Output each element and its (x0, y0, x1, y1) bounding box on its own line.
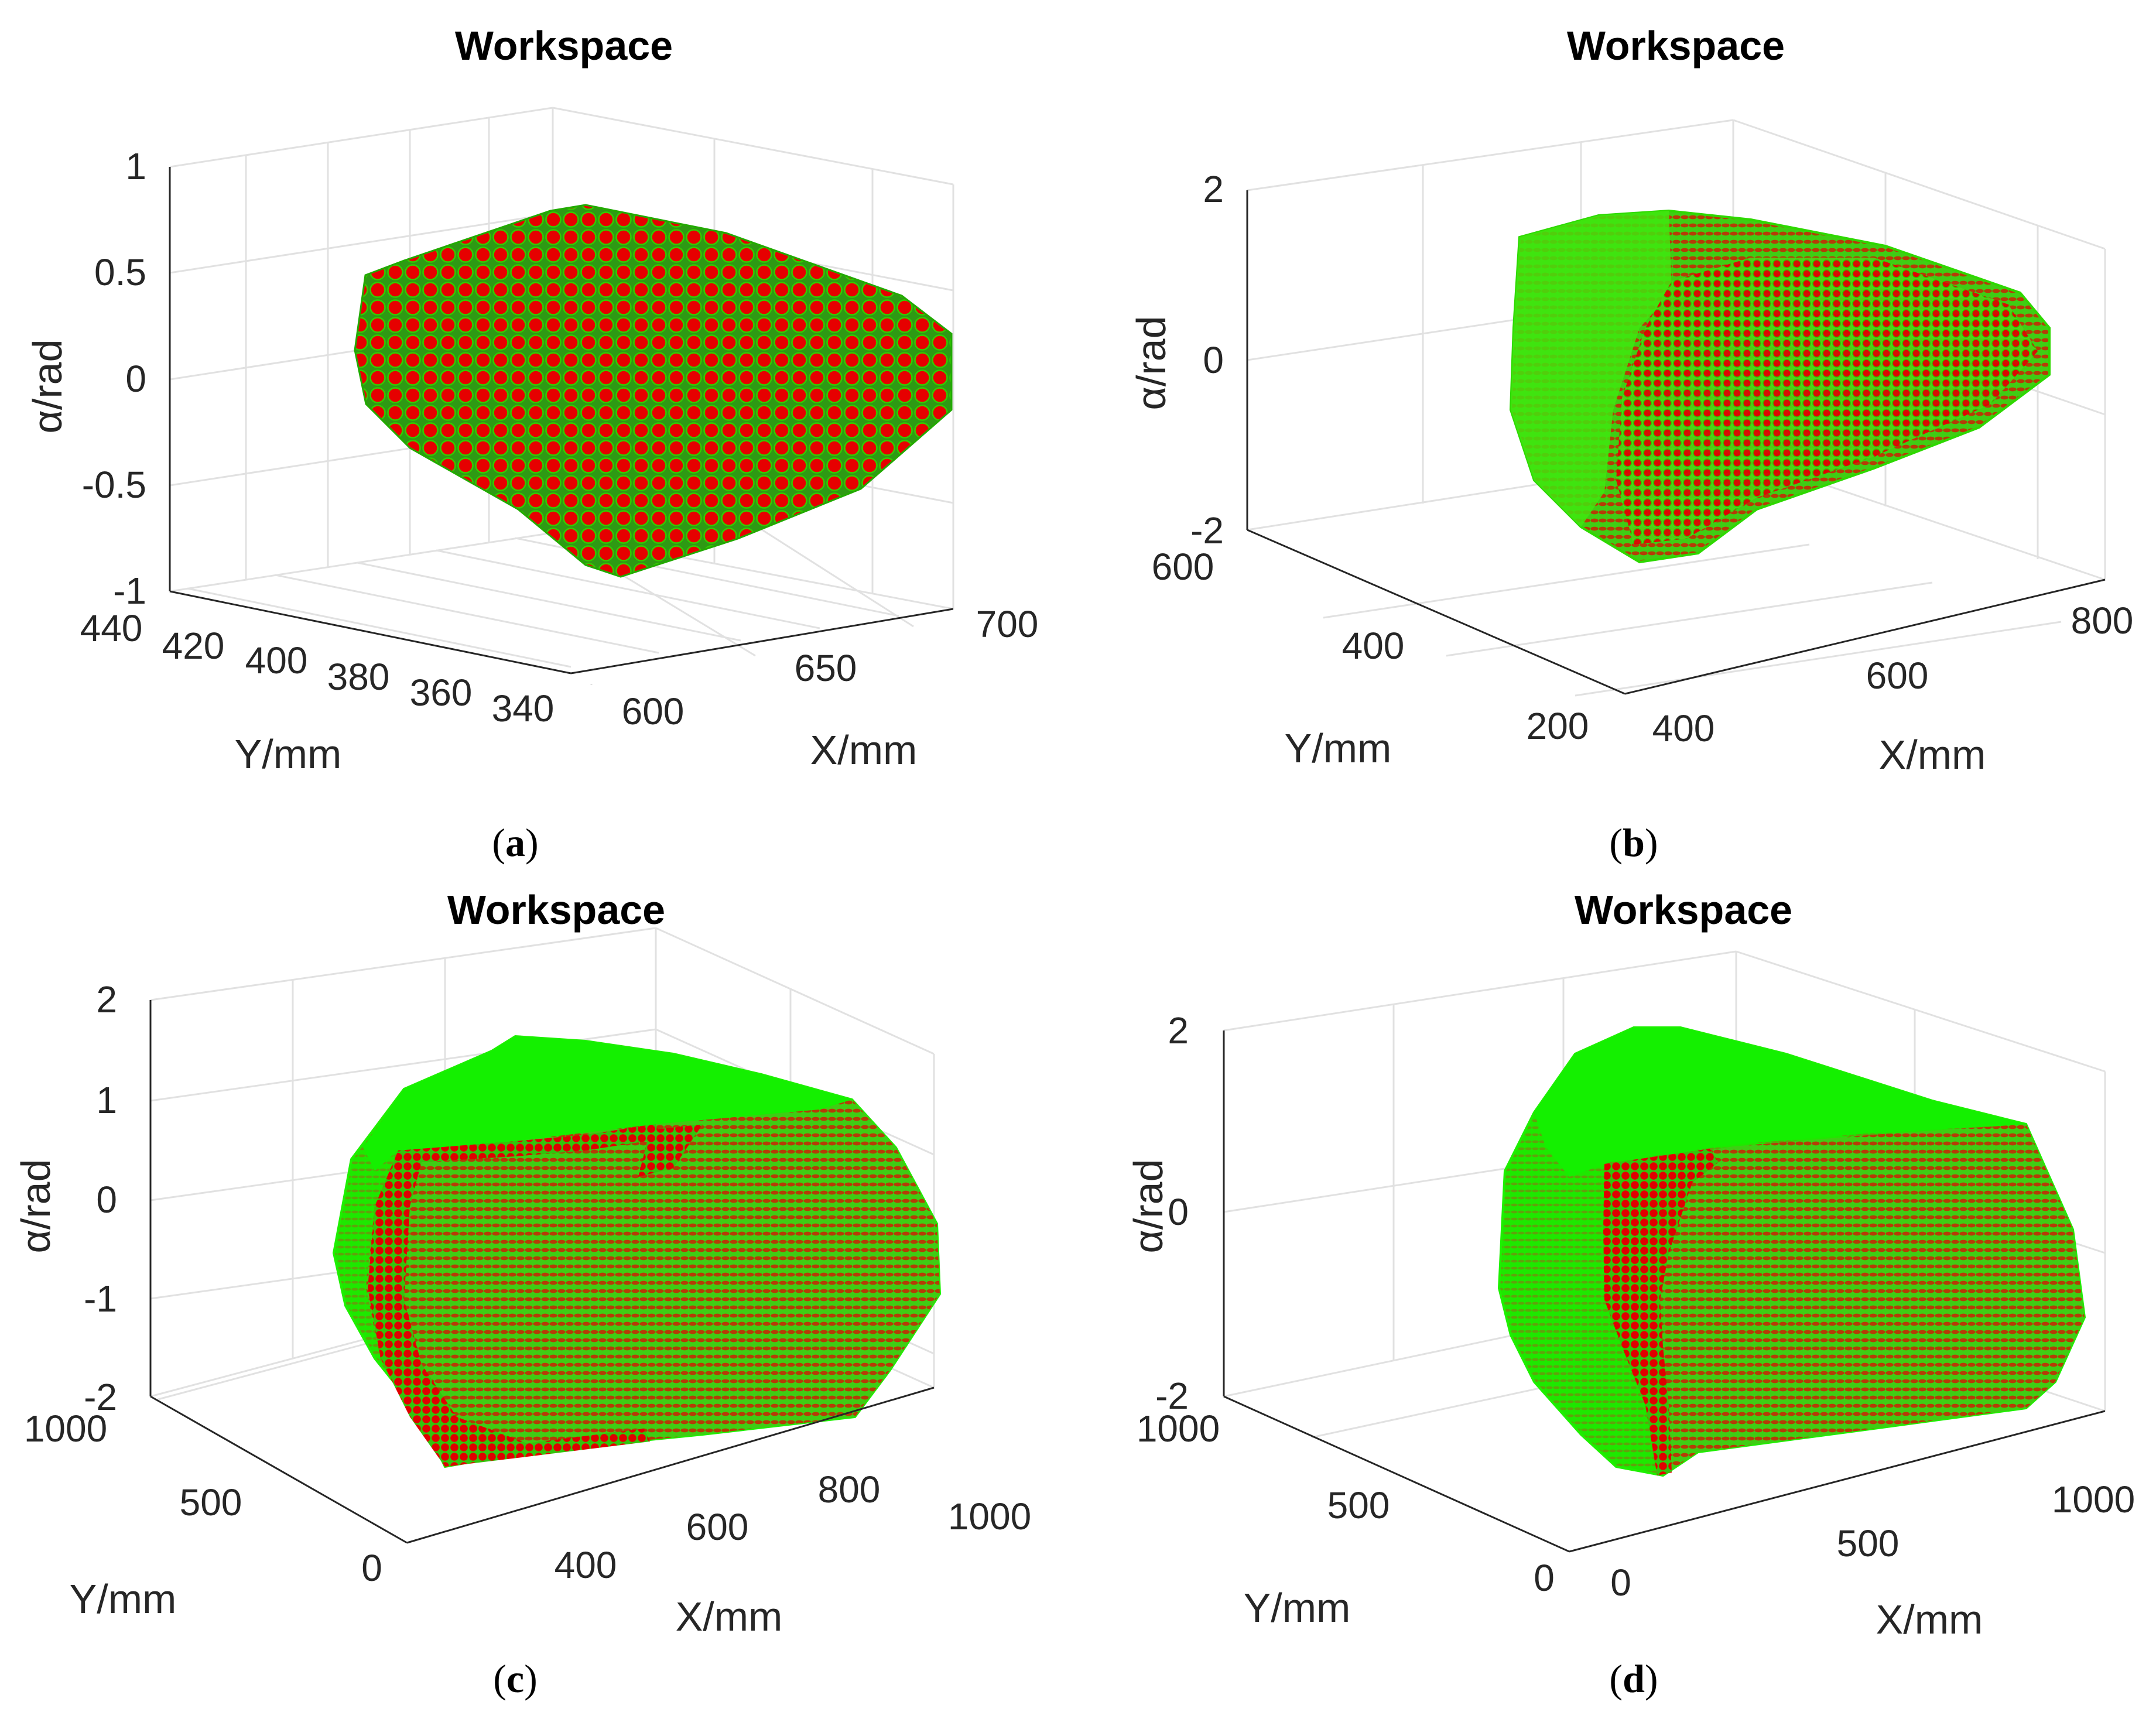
chart-b-z-tick: 2 (1203, 168, 1224, 210)
chart-c-top-cap (363, 1036, 852, 1171)
chart-c-z-tick: -2 (84, 1376, 117, 1418)
chart-d-ylabel: Y/mm (1244, 1585, 1351, 1631)
chart-c-z-tick: 1 (96, 1079, 117, 1121)
chart-d-red-band (1603, 1149, 1719, 1475)
chart-b-z-tick: -2 (1190, 509, 1224, 552)
chart-d-z-tick: -2 (1155, 1375, 1189, 1417)
chart-b-x-tick: 800 (2071, 600, 2134, 642)
chart-a-z-tick: -0.5 (82, 464, 146, 506)
chart-a-caption-letter: a (505, 820, 525, 865)
chart-a-x-ticks: 600 650 700 (622, 603, 1039, 732)
chart-c-xlabel: X/mm (676, 1594, 783, 1639)
chart-c-red-edge (368, 1124, 662, 1467)
chart-c-x-tick: 600 (686, 1506, 749, 1548)
chart-c-ylabel: Y/mm (70, 1576, 177, 1622)
chart-b-y-tick: 400 (1342, 625, 1405, 667)
chart-c-x-tick: 400 (555, 1544, 617, 1586)
chart-b-axes (1246, 190, 2106, 695)
chart-d-y-tick: 0 (1534, 1557, 1555, 1599)
chart-a-point-cloud (354, 204, 953, 578)
chart-a-y-ticks: 440 420 400 380 360 340 (80, 607, 555, 730)
chart-c-axes (149, 1000, 935, 1544)
chart-d-caption-letter: d (1623, 1656, 1645, 1701)
chart-d-x-tick: 500 (1837, 1522, 1900, 1564)
chart-b-x-tick: 400 (1652, 707, 1715, 749)
chart-c-caption: (c) (493, 1656, 538, 1701)
chart-d-z-tick: 2 (1168, 1009, 1189, 1052)
chart-d-y-ticks: 1000 500 0 (1137, 1408, 1555, 1599)
chart-b-y-ticks: 600 400 200 (1152, 546, 1589, 747)
chart-a-axes (169, 167, 954, 674)
chart-a-z-tick: 0 (125, 358, 146, 400)
chart-c-y-ticks: 1000 500 0 (24, 1408, 382, 1589)
chart-b-caption-letter: b (1623, 820, 1645, 865)
chart-c-x-ticks: 400 600 800 1000 (555, 1468, 1032, 1586)
chart-b-x-ticks: 400 600 800 (1652, 600, 2134, 749)
chart-b-ylabel: Y/mm (1285, 725, 1392, 771)
chart-a-x-tick: 700 (976, 603, 1039, 645)
chart-c-front-face (366, 1100, 940, 1467)
chart-a: Workspace (25, 23, 1038, 865)
chart-b-z-tick: 0 (1203, 339, 1224, 381)
chart-a-y-tick: 400 (245, 639, 308, 682)
chart-d: Workspace 2 0 -2 10 (1125, 887, 2135, 1701)
chart-c-caption-letter: c (507, 1656, 524, 1701)
chart-c-zlabel: α/rad (13, 1159, 59, 1253)
chart-b-zlabel: α/rad (1128, 316, 1174, 410)
chart-d-x-ticks: 0 500 1000 (1610, 1478, 2135, 1604)
chart-d-z-ticks: 2 0 -2 (1155, 1009, 1189, 1417)
chart-c-y-tick: 1000 (24, 1408, 107, 1450)
chart-b-cap (1511, 211, 1672, 527)
chart-d-caption: (d) (1609, 1656, 1658, 1701)
chart-b: Workspace 2 (1128, 23, 2133, 865)
chart-d-zlabel: α/rad (1125, 1159, 1171, 1253)
chart-b-caption: (b) (1609, 820, 1658, 865)
chart-b-red-region (1616, 258, 2038, 545)
chart-c-z-tick: -1 (84, 1278, 117, 1320)
chart-b-y-tick: 600 (1152, 546, 1214, 588)
chart-a-x-tick: 650 (795, 647, 857, 689)
chart-a-y-tick: 340 (492, 687, 555, 730)
chart-a-z-tick: 0.5 (94, 251, 146, 293)
chart-c-x-tick: 800 (818, 1468, 881, 1511)
chart-b-title: Workspace (1567, 23, 1785, 69)
chart-a-z-tick: -1 (113, 570, 146, 612)
chart-a-y-tick: 440 (80, 607, 143, 649)
chart-c-x-tick: 1000 (948, 1495, 1031, 1538)
chart-c-red-band (638, 1124, 703, 1177)
chart-a-y-tick: 420 (162, 625, 225, 667)
chart-c-z-tick: 2 (96, 978, 117, 1021)
chart-d-axes (1223, 1030, 2106, 1553)
chart-a-zlabel: α/rad (25, 339, 70, 433)
chart-a-ylabel: Y/mm (235, 731, 342, 777)
chart-c-title: Workspace (447, 887, 665, 933)
chart-d-y-tick: 1000 (1137, 1408, 1220, 1450)
chart-d-xlabel: X/mm (1876, 1597, 1983, 1642)
chart-a-xlabel: X/mm (810, 727, 918, 773)
chart-a-y-tick: 360 (410, 672, 473, 714)
chart-b-xlabel: X/mm (1879, 732, 1986, 778)
chart-c-z-ticks: 2 1 0 -1 -2 (84, 978, 117, 1418)
chart-c-y-tick: 0 (361, 1547, 382, 1589)
chart-d-y-tick: 500 (1327, 1484, 1390, 1526)
chart-b-y-tick: 200 (1527, 705, 1589, 747)
chart-a-y-tick: 380 (327, 656, 390, 698)
chart-d-z-tick: 0 (1168, 1191, 1189, 1233)
chart-d-top-cap (1534, 1028, 2026, 1177)
chart-d-front-face (1616, 1124, 2085, 1475)
chart-a-caption: (a) (492, 820, 538, 865)
chart-a-title: Workspace (455, 23, 673, 69)
chart-c-z-tick: 0 (96, 1179, 117, 1221)
chart-a-z-tick: 1 (125, 145, 146, 187)
chart-c: Workspace 2 1 0 (13, 887, 1031, 1701)
chart-b-x-tick: 600 (1866, 655, 1929, 697)
chart-b-z-ticks: 2 0 -2 (1190, 168, 1224, 552)
chart-d-x-tick: 1000 (2052, 1478, 2135, 1521)
chart-d-title: Workspace (1575, 887, 1792, 933)
chart-a-x-tick: 600 (622, 690, 685, 732)
chart-c-y-tick: 500 (180, 1481, 242, 1523)
chart-d-x-tick: 0 (1610, 1562, 1631, 1604)
chart-a-z-ticks: 1 0.5 0 -0.5 -1 (82, 145, 146, 612)
